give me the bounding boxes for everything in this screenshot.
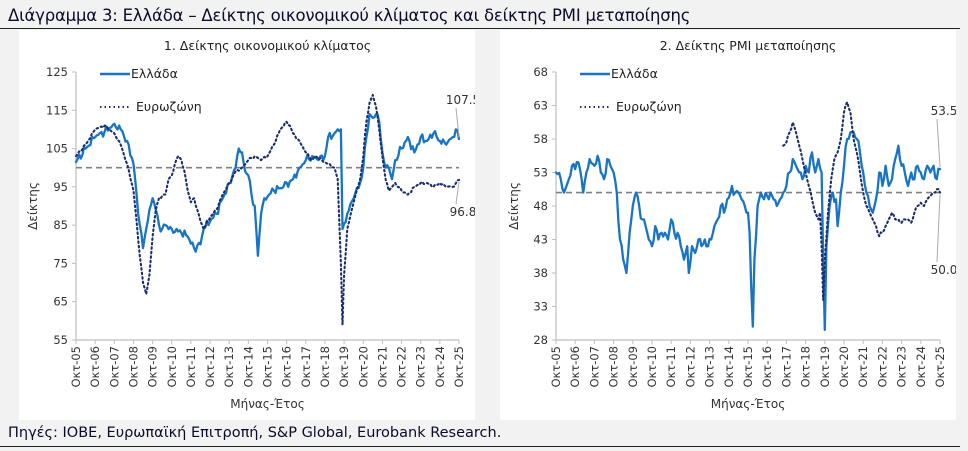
- y-tick-label: 33: [533, 300, 548, 314]
- x-tick-label: Οκτ-14: [722, 346, 736, 388]
- title-underline: [0, 28, 960, 29]
- chart-title: 1. Δείκτης οικονομικού κλίματος: [164, 38, 371, 53]
- greece-line: [554, 131, 942, 332]
- x-tick-label: Οκτ-15: [261, 346, 275, 388]
- x-tick-label: Οκτ-07: [107, 346, 121, 388]
- bottom-rule: [0, 446, 960, 447]
- x-tick-label: Οκτ-22: [395, 346, 409, 388]
- annotation-leader-greece: [936, 118, 941, 168]
- x-tick-label: Οκτ-05: [549, 346, 563, 388]
- x-tick-label: Οκτ-07: [587, 346, 601, 388]
- x-tick-label: Οκτ-13: [222, 346, 236, 388]
- y-tick-label: 55: [53, 333, 68, 347]
- legend-label-greece: Ελλάδα: [611, 66, 658, 81]
- source-note: Πηγές: ΙΟΒΕ, Ευρωπαϊκή Επιτροπή, S&P Glo…: [8, 425, 502, 441]
- y-tick-label: 58: [533, 132, 548, 146]
- annotation-leader-eurozone: [936, 194, 941, 263]
- annotation-eurozone-last: 96.8: [450, 205, 475, 219]
- eurozone-line: [74, 93, 461, 326]
- annotation-greece-last: 53.5: [931, 104, 956, 118]
- x-tick-label: Οκτ-11: [184, 346, 198, 388]
- x-tick-label: Οκτ-23: [414, 346, 428, 388]
- chart-economic-sentiment: 1. Δείκτης οικονομικού κλίματος 55 65 75 85 9…: [26, 38, 475, 411]
- x-tick-label: Οκτ-06: [88, 346, 102, 388]
- x-tick-label: Οκτ-18: [799, 346, 813, 388]
- x-tick-label: Οκτ-11: [664, 346, 678, 388]
- panel-pmi: 2. Δείκτης PMI μεταποίησης 28 33 38 43 48 53 58…: [500, 30, 956, 420]
- y-tick-label: 75: [53, 256, 68, 270]
- legend-label-greece: Ελλάδα: [131, 66, 178, 81]
- chart-title: 2. Δείκτης PMI μεταποίησης: [660, 38, 837, 53]
- x-tick-label: Οκτ-22: [875, 346, 889, 388]
- x-tick-label: Οκτ-15: [741, 346, 755, 388]
- annotation-leader-eurozone: [455, 181, 460, 205]
- x-tick-label: Οκτ-19: [818, 346, 832, 388]
- y-tick-label: 68: [533, 65, 548, 79]
- x-tick-label: Οκτ-06: [568, 346, 582, 388]
- chart-pmi: 2. Δείκτης PMI μεταποίησης 28 33 38 43 48 53 58…: [507, 38, 956, 411]
- annotation-greece-last: 107.5: [446, 93, 475, 107]
- legend-label-eurozone: Ευρωζώνη: [616, 99, 682, 114]
- y-axis-label: Δείκτης: [26, 182, 40, 230]
- eurozone-line: [782, 101, 942, 301]
- y-tick-label: 38: [533, 266, 548, 280]
- x-tick-label: Οκτ-19: [337, 346, 351, 388]
- x-tick-label: Οκτ-12: [683, 346, 697, 388]
- x-tick-label: Οκτ-16: [280, 346, 294, 388]
- y-tick-label: 65: [53, 295, 68, 309]
- y-tick-label: 28: [533, 333, 548, 347]
- x-axis-label: Μήνας-Έτος: [711, 397, 786, 411]
- y-tick-label: 43: [533, 233, 548, 247]
- x-tick-label: Οκτ-17: [299, 346, 313, 388]
- annotation-leader-greece: [455, 107, 460, 138]
- x-tick-label: Οκτ-14: [241, 346, 255, 388]
- y-tick-label: 85: [53, 218, 68, 232]
- y-tick-label: 115: [46, 103, 68, 117]
- x-tick-label: Οκτ-25: [452, 346, 466, 388]
- x-tick-label: Οκτ-05: [69, 346, 83, 388]
- figure-title: Διάγραμμα 3: Ελλάδα – Δείκτης οικονομικο…: [8, 6, 691, 25]
- x-tick-label: Οκτ-21: [375, 346, 389, 388]
- y-tick-label: 53: [533, 166, 548, 180]
- x-tick-label: Οκτ-16: [760, 346, 774, 388]
- x-tick-label: Οκτ-10: [165, 346, 179, 388]
- x-tick-label: Οκτ-13: [703, 346, 717, 388]
- panel-economic-sentiment: 1. Δείκτης οικονομικού κλίματος 55 65 75 85 9…: [19, 30, 475, 420]
- x-tick-label: Οκτ-24: [433, 346, 447, 388]
- greece-line: [74, 112, 461, 257]
- y-axis-label: Δείκτης: [507, 182, 521, 230]
- y-tick-label: 125: [46, 65, 68, 79]
- x-tick-label: Οκτ-17: [779, 346, 793, 388]
- x-tick-label: Οκτ-08: [607, 346, 621, 388]
- annotation-eurozone-last: 50.0: [931, 263, 956, 277]
- x-tick-label: Οκτ-24: [914, 346, 928, 388]
- y-tick-label: 105: [46, 142, 68, 156]
- y-tick-label: 95: [53, 180, 68, 194]
- x-tick-label: Οκτ-20: [837, 346, 851, 388]
- y-tick-label: 48: [533, 199, 548, 213]
- y-tick-label: 63: [533, 99, 548, 113]
- x-tick-label: Οκτ-23: [895, 346, 909, 388]
- x-tick-label: Οκτ-10: [645, 346, 659, 388]
- x-tick-label: Οκτ-08: [126, 346, 140, 388]
- x-axis-label: Μήνας-Έτος: [230, 397, 305, 411]
- x-tick-label: Οκτ-21: [856, 346, 870, 388]
- x-tick-label: Οκτ-09: [626, 346, 640, 388]
- x-tick-label: Οκτ-09: [146, 346, 160, 388]
- x-tick-label: Οκτ-20: [356, 346, 370, 388]
- x-tick-label: Οκτ-12: [203, 346, 217, 388]
- x-tick-label: Οκτ-25: [933, 346, 947, 388]
- x-tick-label: Οκτ-18: [318, 346, 332, 388]
- legend-label-eurozone: Ευρωζώνη: [136, 99, 202, 114]
